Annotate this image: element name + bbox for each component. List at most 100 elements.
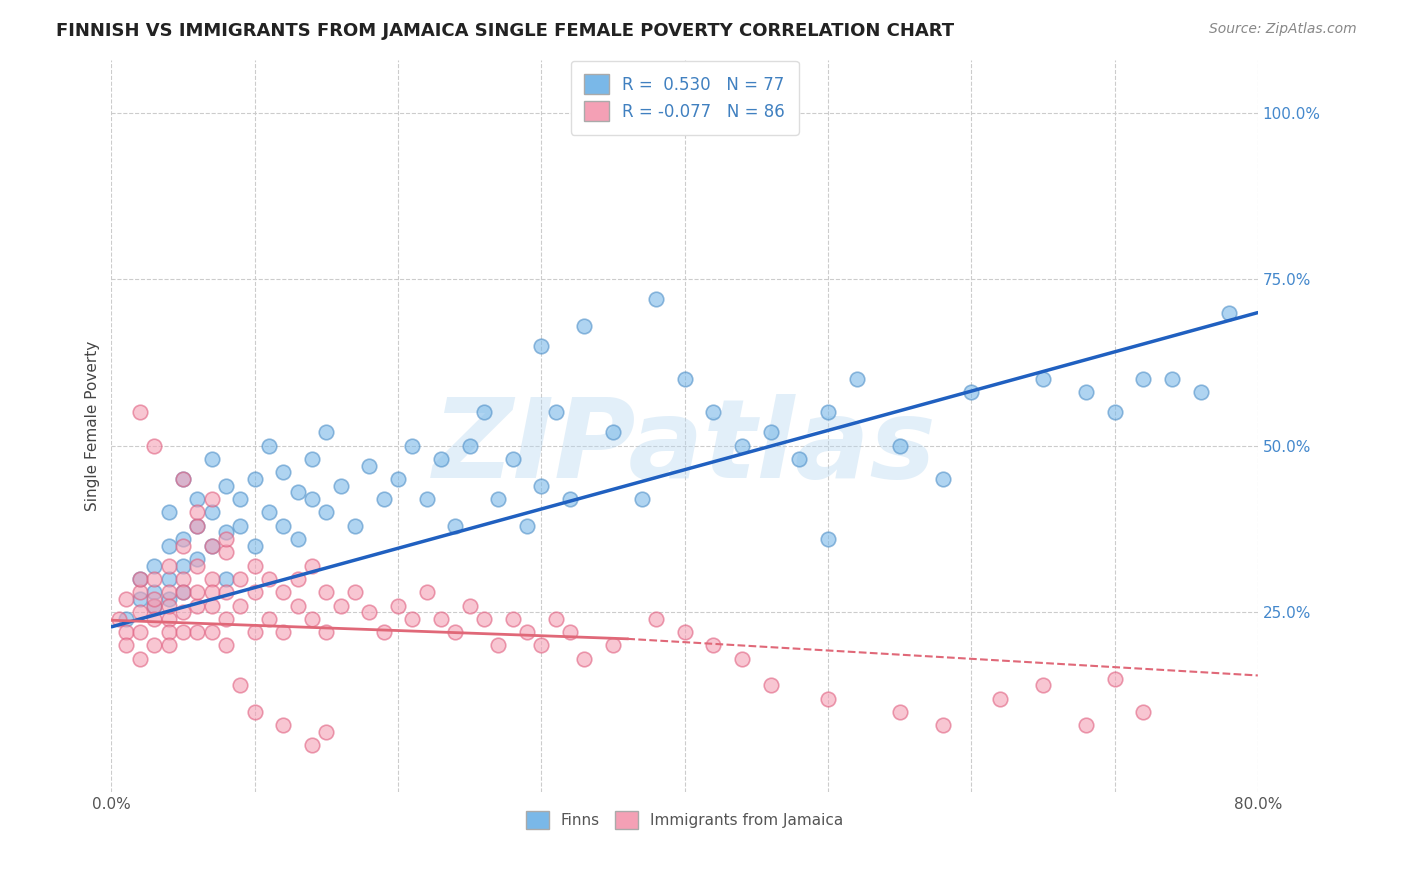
Point	[143, 572, 166, 586]
Point	[301, 452, 323, 467]
Point	[702, 405, 724, 419]
Point	[472, 405, 495, 419]
Point	[889, 439, 911, 453]
Point	[530, 339, 553, 353]
Point	[172, 585, 194, 599]
Point	[931, 472, 953, 486]
Point	[1218, 305, 1240, 319]
Point	[257, 505, 280, 519]
Point	[186, 585, 208, 599]
Point	[129, 605, 152, 619]
Point	[301, 739, 323, 753]
Point	[129, 572, 152, 586]
Point	[731, 439, 754, 453]
Point	[359, 458, 381, 473]
Point	[215, 525, 238, 540]
Y-axis label: Single Female Poverty: Single Female Poverty	[86, 341, 100, 511]
Point	[344, 585, 367, 599]
Point	[129, 625, 152, 640]
Point	[172, 605, 194, 619]
Point	[172, 539, 194, 553]
Point	[186, 518, 208, 533]
Point	[817, 405, 839, 419]
Point	[988, 691, 1011, 706]
Point	[157, 612, 180, 626]
Point	[673, 625, 696, 640]
Point	[186, 599, 208, 613]
Point	[486, 639, 509, 653]
Point	[157, 585, 180, 599]
Point	[530, 639, 553, 653]
Point	[845, 372, 868, 386]
Point	[502, 452, 524, 467]
Point	[229, 572, 252, 586]
Point	[129, 405, 152, 419]
Point	[143, 599, 166, 613]
Point	[931, 718, 953, 732]
Point	[458, 599, 481, 613]
Point	[387, 599, 409, 613]
Point	[114, 591, 136, 606]
Point	[516, 625, 538, 640]
Point	[315, 625, 337, 640]
Point	[201, 539, 224, 553]
Point	[143, 439, 166, 453]
Point	[273, 466, 295, 480]
Point	[329, 479, 352, 493]
Point	[186, 625, 208, 640]
Point	[257, 439, 280, 453]
Point	[1104, 672, 1126, 686]
Point	[673, 372, 696, 386]
Point	[172, 585, 194, 599]
Point	[558, 625, 581, 640]
Point	[344, 518, 367, 533]
Point	[157, 558, 180, 573]
Point	[143, 612, 166, 626]
Point	[243, 625, 266, 640]
Point	[157, 591, 180, 606]
Point	[257, 612, 280, 626]
Point	[229, 518, 252, 533]
Point	[107, 612, 129, 626]
Text: Source: ZipAtlas.com: Source: ZipAtlas.com	[1209, 22, 1357, 37]
Point	[243, 539, 266, 553]
Point	[889, 705, 911, 719]
Point	[1189, 385, 1212, 400]
Point	[243, 472, 266, 486]
Point	[574, 318, 596, 333]
Point	[201, 625, 224, 640]
Point	[243, 705, 266, 719]
Point	[143, 585, 166, 599]
Point	[273, 518, 295, 533]
Point	[574, 652, 596, 666]
Point	[143, 558, 166, 573]
Point	[315, 585, 337, 599]
Point	[273, 718, 295, 732]
Point	[287, 599, 309, 613]
Point	[215, 572, 238, 586]
Point	[1132, 372, 1154, 386]
Legend: Finns, Immigrants from Jamaica: Finns, Immigrants from Jamaica	[520, 805, 849, 836]
Point	[257, 572, 280, 586]
Point	[359, 605, 381, 619]
Point	[430, 612, 453, 626]
Point	[215, 585, 238, 599]
Point	[1160, 372, 1182, 386]
Point	[731, 652, 754, 666]
Point	[157, 539, 180, 553]
Point	[645, 293, 668, 307]
Point	[157, 572, 180, 586]
Point	[444, 518, 467, 533]
Point	[530, 479, 553, 493]
Point	[373, 491, 395, 506]
Point	[157, 639, 180, 653]
Point	[1074, 718, 1097, 732]
Point	[186, 518, 208, 533]
Point	[430, 452, 453, 467]
Point	[186, 491, 208, 506]
Point	[229, 491, 252, 506]
Point	[444, 625, 467, 640]
Point	[201, 539, 224, 553]
Point	[215, 639, 238, 653]
Point	[157, 599, 180, 613]
